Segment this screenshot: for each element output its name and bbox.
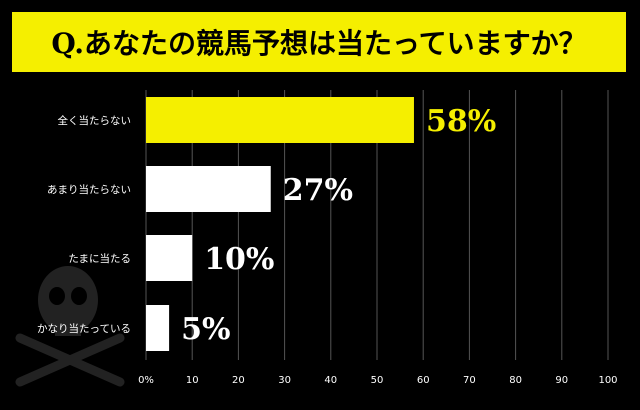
x-tick-label: 30 <box>278 375 291 386</box>
skull-crossbones-watermark <box>15 266 125 387</box>
bar <box>146 166 271 212</box>
x-tick-label: 60 <box>417 375 430 386</box>
x-tick-label: 70 <box>463 375 476 386</box>
x-tick-label: 100 <box>598 375 617 386</box>
value-label: 27% <box>283 173 353 208</box>
category-label: かなり当たっている <box>37 322 131 335</box>
title-banner: Q.あなたの競馬予想は当たっていますか？ <box>12 12 626 72</box>
x-axis-tick-labels: 0% 10 20 30 40 50 60 70 80 90 100 <box>138 375 617 386</box>
value-labels: 58% 27% 10% 5% <box>181 104 496 347</box>
x-tick-label: 10 <box>186 375 199 386</box>
x-tick-label: 90 <box>555 375 568 386</box>
x-tick-label: 0% <box>138 375 154 386</box>
grid-lines <box>145 90 609 360</box>
bar-group <box>146 97 414 351</box>
x-tick-label: 40 <box>324 375 337 386</box>
value-label: 10% <box>204 242 274 277</box>
bar <box>146 235 193 281</box>
category-label: 全く当たらない <box>58 114 132 127</box>
value-label: 5% <box>181 312 230 347</box>
category-label: たまに当たる <box>68 252 131 265</box>
category-label: あまり当たらない <box>47 183 131 196</box>
value-label: 58% <box>426 104 496 139</box>
chart-title: Q.あなたの競馬予想は当たっていますか？ <box>51 27 587 60</box>
bar <box>146 305 170 351</box>
x-tick-label: 80 <box>509 375 522 386</box>
bar <box>146 97 414 143</box>
x-tick-label: 50 <box>371 375 384 386</box>
x-tick-label: 20 <box>232 375 245 386</box>
